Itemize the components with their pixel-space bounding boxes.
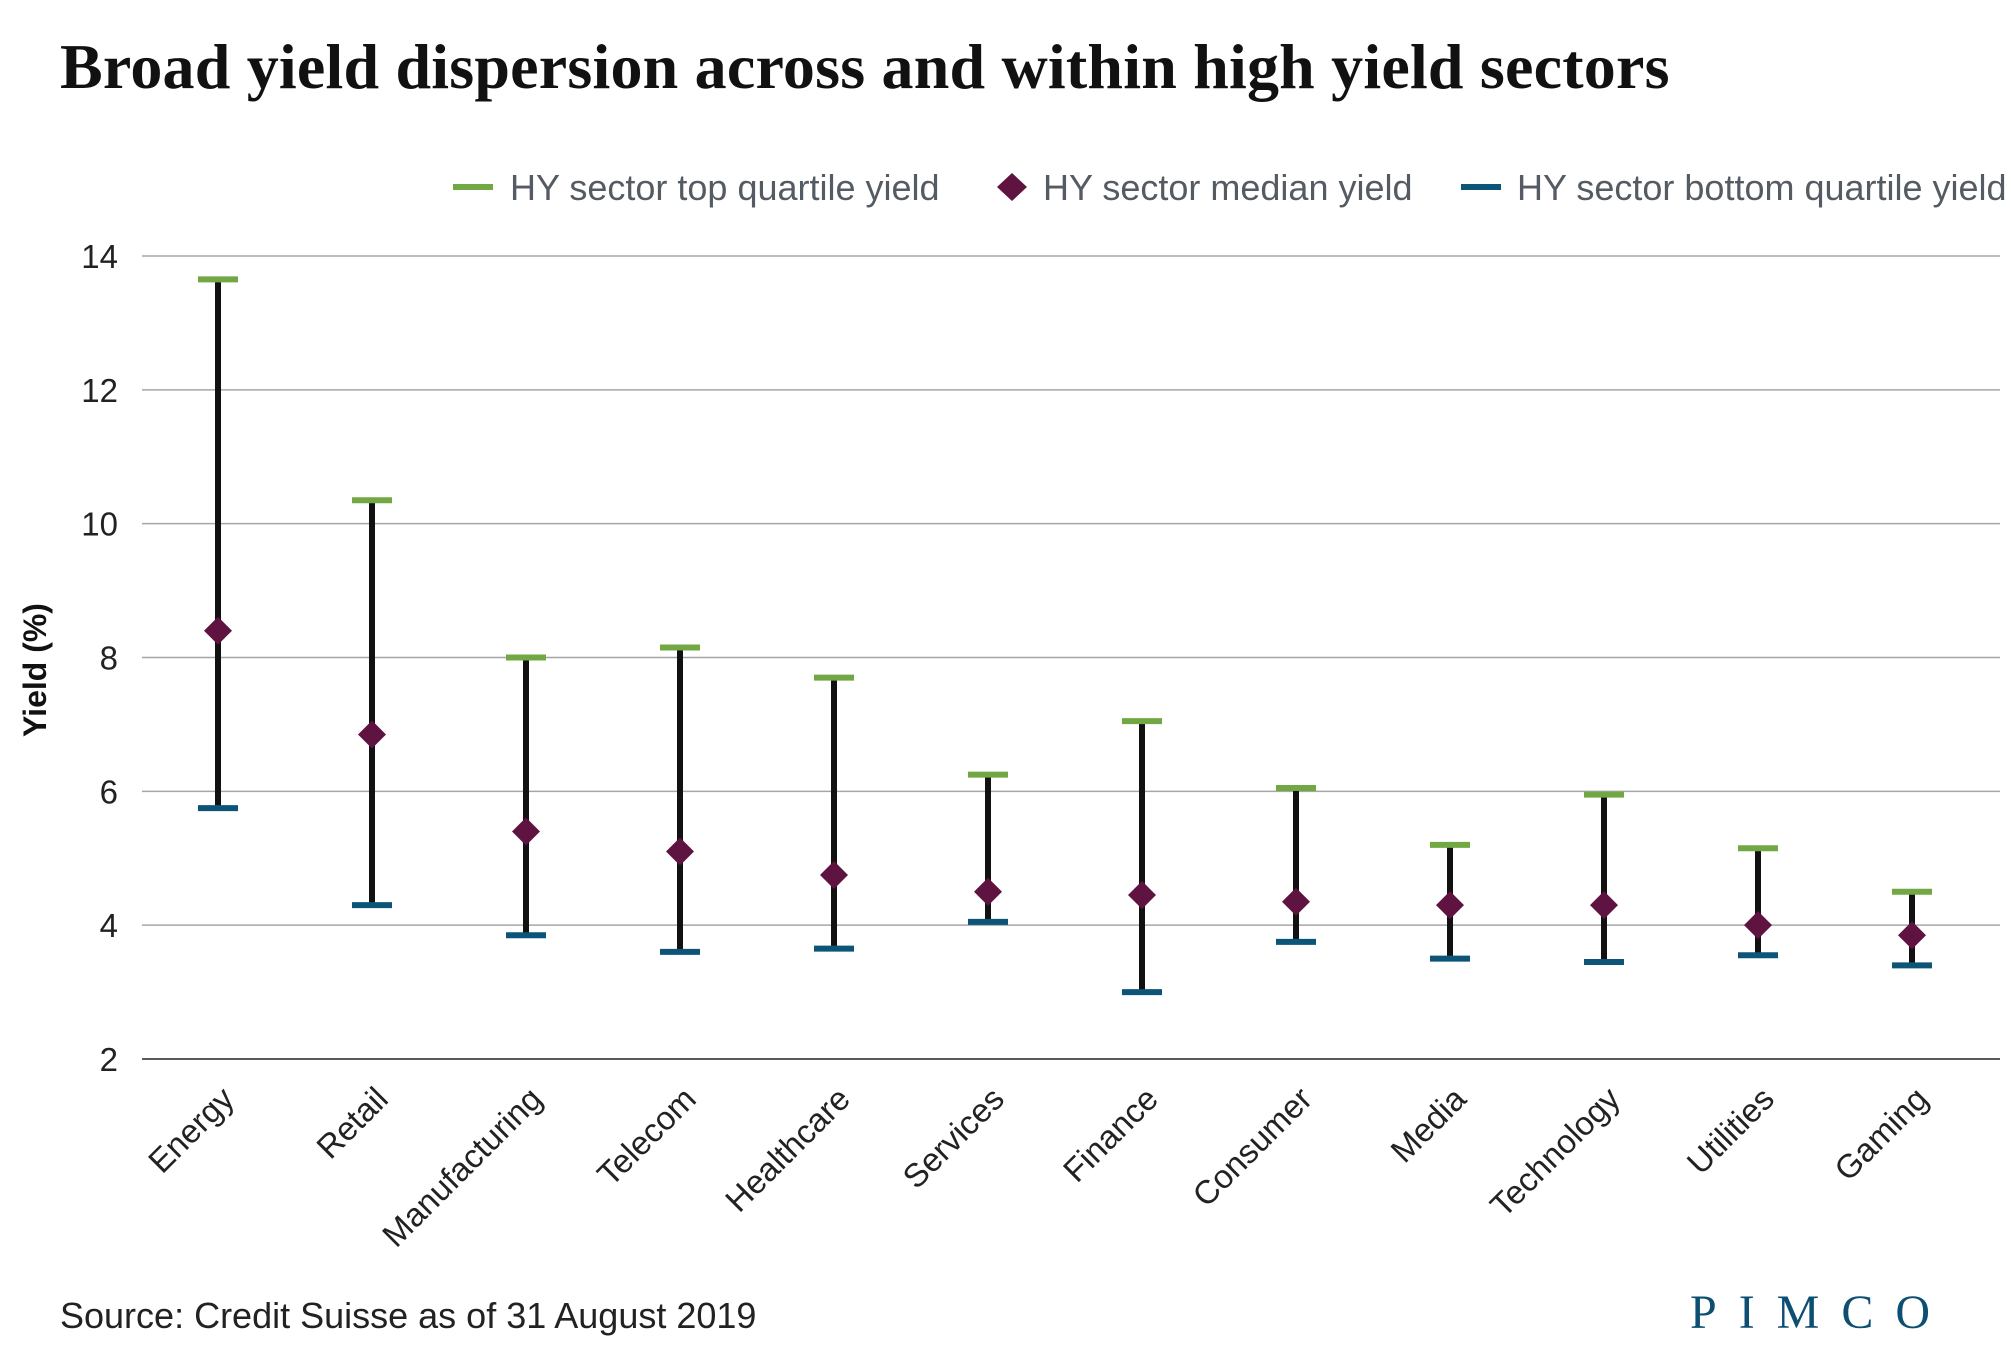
median-mark (1282, 887, 1310, 916)
category-label: Technology (1483, 1079, 1628, 1224)
category-label: Retail (309, 1080, 395, 1166)
category-label: Healthcare (718, 1080, 857, 1219)
source-note: Source: Credit Suisse as of 31 August 20… (60, 1295, 757, 1336)
median-mark (666, 837, 694, 866)
y-tick-label: 6 (100, 773, 118, 810)
y-tick-label: 2 (100, 1041, 118, 1078)
category-label: Energy (141, 1079, 241, 1179)
markers (198, 276, 1932, 996)
category-label: Telecom (590, 1080, 703, 1193)
chart-title: Broad yield dispersion across and within… (60, 31, 1670, 102)
median-mark (820, 860, 848, 889)
legend-top-quartile-label: HY sector top quartile yield (510, 167, 940, 208)
median-mark (358, 720, 386, 749)
grid-lines (142, 255, 2000, 1060)
y-tick-label: 14 (81, 238, 118, 275)
median-mark (204, 616, 232, 645)
median-mark (1590, 891, 1618, 920)
category-label: Finance (1056, 1080, 1165, 1189)
legend-median-swatch (997, 173, 1027, 201)
whiskers (215, 279, 1915, 993)
y-tick-label: 12 (81, 372, 118, 409)
category-label: Consumer (1185, 1080, 1319, 1214)
legend-median-label: HY sector median yield (1043, 167, 1413, 208)
y-tick-label: 10 (81, 506, 118, 543)
legend: HY sector top quartile yield HY sector m… (453, 167, 2007, 208)
median-mark (1128, 881, 1156, 910)
median-mark (1898, 921, 1926, 950)
category-label: Manufacturing (375, 1080, 549, 1254)
legend-bottom-quartile-label: HY sector bottom quartile yield (1517, 167, 2007, 208)
category-label: Services (895, 1080, 1011, 1196)
category-label: Media (1383, 1079, 1473, 1169)
y-axis-label: Yield (%) (17, 603, 53, 737)
median-mark (512, 817, 540, 846)
median-mark (974, 877, 1002, 906)
category-label: Gaming (1827, 1080, 1935, 1188)
category-label: Utilities (1680, 1080, 1781, 1181)
median-mark (1744, 911, 1772, 940)
y-tick-label: 4 (100, 907, 118, 944)
y-tick-labels: 2 4 6 8 10 12 14 (81, 238, 118, 1078)
pimco-logo: PIMCO (1690, 1286, 1953, 1339)
y-tick-label: 8 (100, 640, 118, 677)
median-mark (1436, 891, 1464, 920)
